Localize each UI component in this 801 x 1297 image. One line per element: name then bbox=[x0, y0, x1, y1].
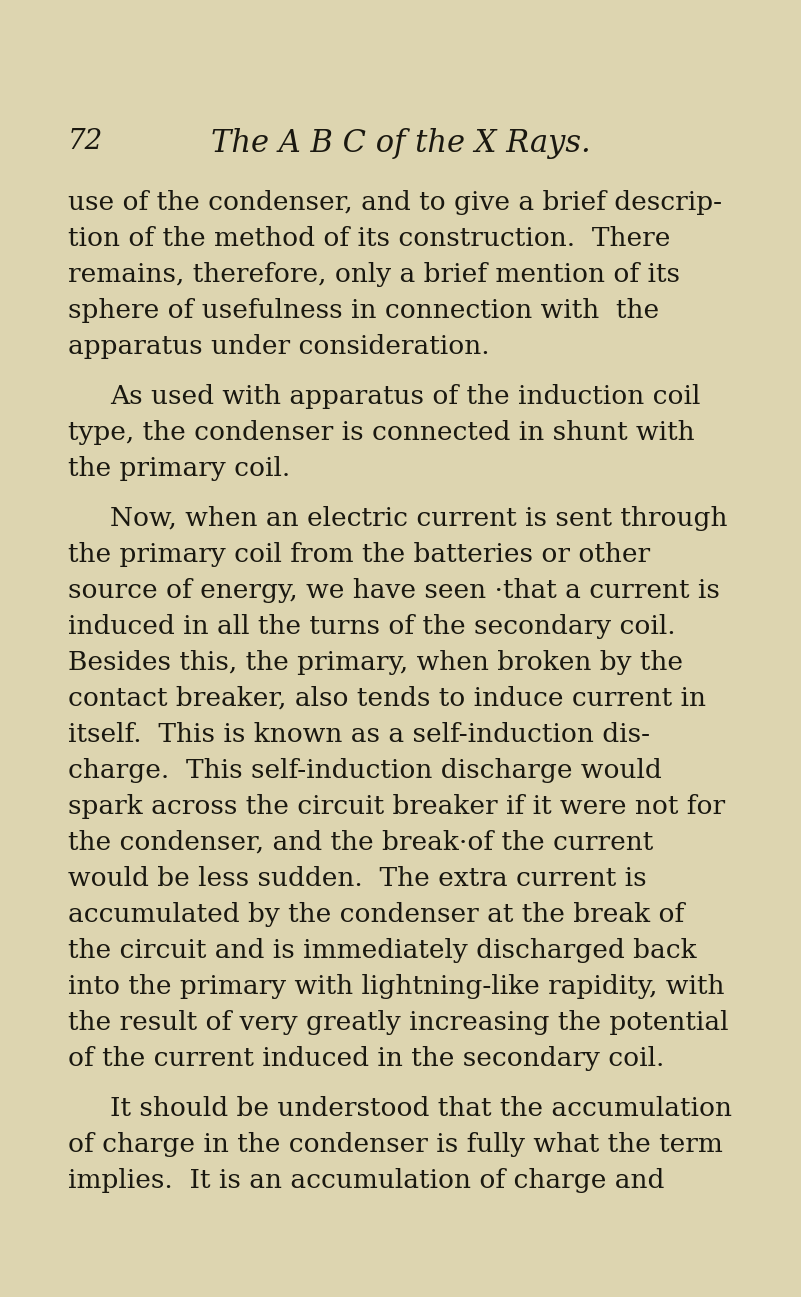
Text: into the primary with lightning-like rapidity, with: into the primary with lightning-like rap… bbox=[68, 974, 724, 999]
Text: type, the condenser is connected in shunt with: type, the condenser is connected in shun… bbox=[68, 420, 694, 445]
Text: the result of very greatly increasing the potential: the result of very greatly increasing th… bbox=[68, 1010, 728, 1035]
Text: the condenser, and the break·of the current: the condenser, and the break·of the curr… bbox=[68, 830, 654, 855]
Text: tion of the method of its construction.  There: tion of the method of its construction. … bbox=[68, 226, 670, 252]
Text: of charge in the condenser is fully what the term: of charge in the condenser is fully what… bbox=[68, 1132, 723, 1157]
Text: accumulated by the condenser at the break of: accumulated by the condenser at the brea… bbox=[68, 901, 684, 927]
Text: the primary coil from the batteries or other: the primary coil from the batteries or o… bbox=[68, 542, 650, 567]
Text: It should be understood that the accumulation: It should be understood that the accumul… bbox=[110, 1096, 732, 1121]
Text: The A B C of the X Rays.: The A B C of the X Rays. bbox=[211, 128, 590, 160]
Text: apparatus under consideration.: apparatus under consideration. bbox=[68, 335, 489, 359]
Text: source of energy, we have seen ·that a current is: source of energy, we have seen ·that a c… bbox=[68, 578, 720, 603]
Text: implies.  It is an accumulation of charge and: implies. It is an accumulation of charge… bbox=[68, 1169, 664, 1193]
Text: Now, when an electric current is sent through: Now, when an electric current is sent th… bbox=[110, 506, 727, 530]
Text: spark across the circuit breaker if it were not for: spark across the circuit breaker if it w… bbox=[68, 794, 725, 818]
Text: charge.  This self-induction discharge would: charge. This self-induction discharge wo… bbox=[68, 757, 662, 783]
Text: 72: 72 bbox=[68, 128, 103, 156]
Text: the primary coil.: the primary coil. bbox=[68, 457, 290, 481]
Text: Besides this, the primary, when broken by the: Besides this, the primary, when broken b… bbox=[68, 650, 683, 674]
Text: the circuit and is immediately discharged back: the circuit and is immediately discharge… bbox=[68, 938, 697, 962]
Text: would be less sudden.  The extra current is: would be less sudden. The extra current … bbox=[68, 866, 646, 891]
Text: remains, therefore, only a brief mention of its: remains, therefore, only a brief mention… bbox=[68, 262, 680, 287]
Text: contact breaker, also tends to induce current in: contact breaker, also tends to induce cu… bbox=[68, 686, 706, 711]
Text: itself.  This is known as a self-induction dis-: itself. This is known as a self-inductio… bbox=[68, 722, 650, 747]
Text: induced in all the turns of the secondary coil.: induced in all the turns of the secondar… bbox=[68, 613, 675, 639]
Text: of the current induced in the secondary coil.: of the current induced in the secondary … bbox=[68, 1045, 664, 1071]
Text: As used with apparatus of the induction coil: As used with apparatus of the induction … bbox=[110, 384, 700, 409]
Text: sphere of usefulness in connection with  the: sphere of usefulness in connection with … bbox=[68, 298, 659, 323]
Text: use of the condenser, and to give a brief descrip-: use of the condenser, and to give a brie… bbox=[68, 189, 722, 215]
